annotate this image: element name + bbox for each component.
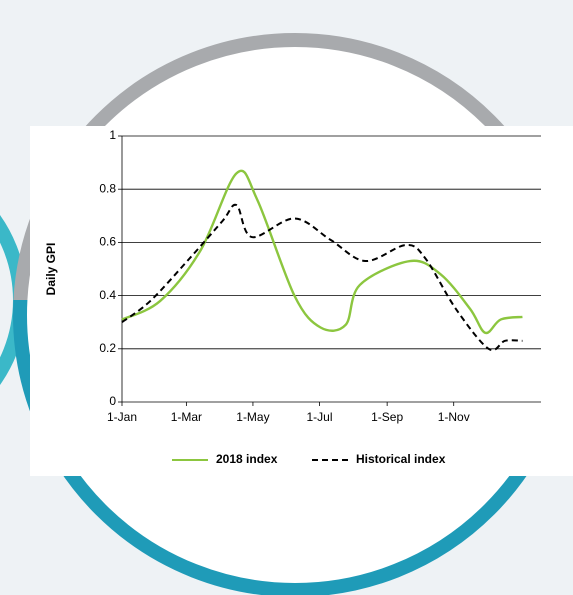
y-axis-label: Daily GPI — [44, 243, 58, 296]
plot-panel — [30, 126, 573, 476]
decor-ring — [13, 33, 573, 300]
x-tick-label: 1-Jul — [306, 410, 332, 424]
y-tick-label: 0.4 — [99, 288, 116, 302]
y-tick-label: 0 — [109, 394, 116, 408]
y-tick-label: 0.6 — [99, 235, 116, 249]
legend-label: 2018 index — [216, 452, 278, 466]
series-line — [121, 203, 523, 352]
y-tick-label: 0.8 — [99, 181, 116, 195]
x-tick-label: 1-Jan — [107, 410, 137, 424]
x-tick-label: 1-Nov — [438, 410, 470, 424]
x-tick-label: 1-May — [236, 410, 269, 424]
x-tick-label: 1-Sep — [371, 410, 403, 424]
legend-label: Historical index — [356, 452, 446, 466]
series-line — [121, 169, 523, 335]
x-tick-label: 1-Mar — [171, 410, 202, 424]
y-tick-label: 1 — [109, 128, 116, 142]
y-tick-label: 0.2 — [99, 341, 116, 355]
